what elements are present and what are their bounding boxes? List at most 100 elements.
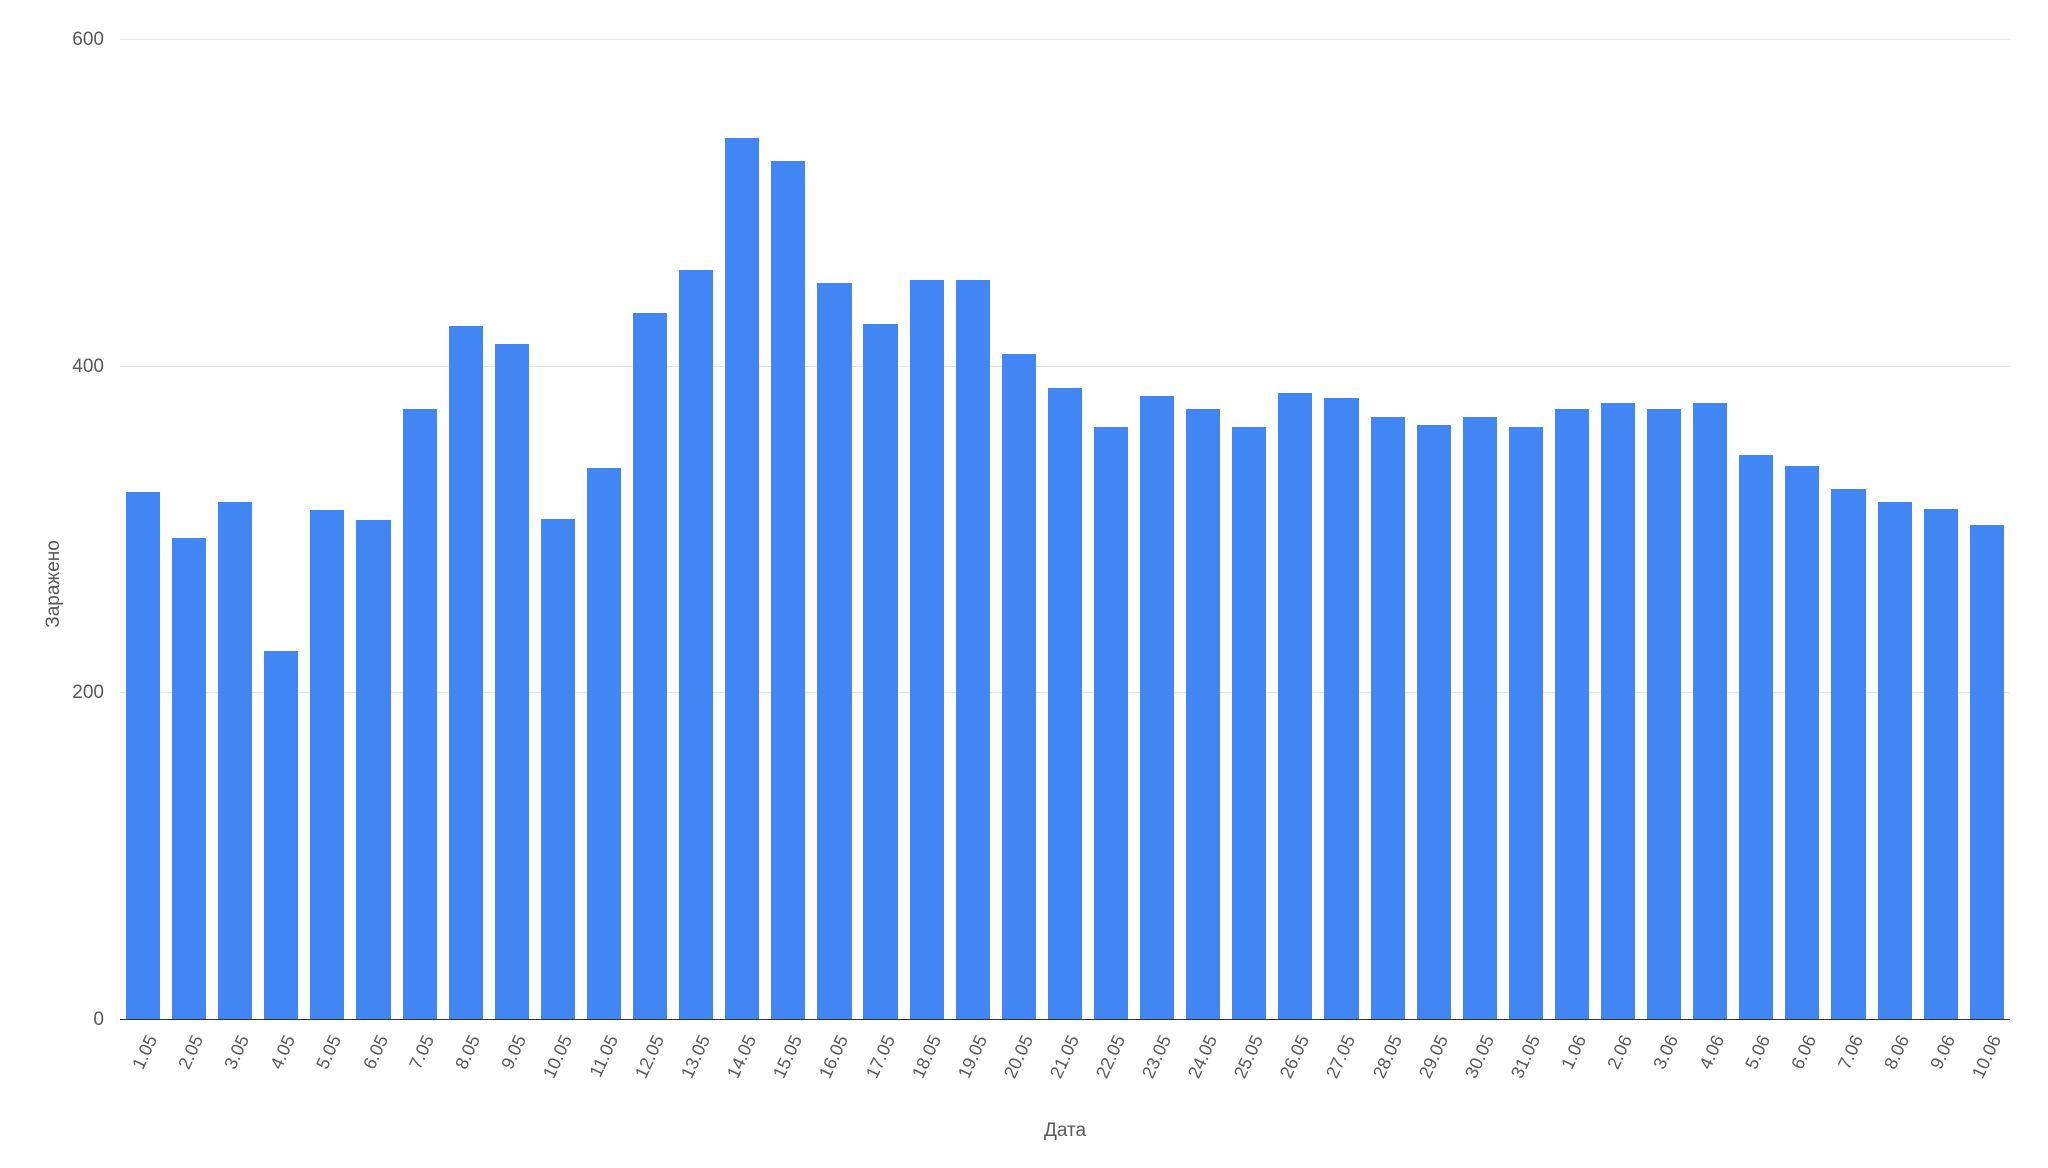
bar-slot [120, 40, 166, 1020]
x-tick-label: 12.05 [631, 1032, 669, 1082]
x-tick-label: 17.05 [862, 1032, 900, 1082]
x-tick-label: 28.05 [1369, 1032, 1407, 1082]
bar-slot [1779, 40, 1825, 1020]
bar [1555, 409, 1589, 1020]
x-tick-slot: 7.06 [1825, 1024, 1871, 1114]
x-tick-slot: 30.05 [1457, 1024, 1503, 1114]
bar [587, 468, 621, 1020]
bar-slot [765, 40, 811, 1020]
bar [310, 510, 344, 1020]
bar [1647, 409, 1681, 1020]
bar-slot [1411, 40, 1457, 1020]
bar-slot [258, 40, 304, 1020]
x-tick-slot: 4.05 [258, 1024, 304, 1114]
bar-slot [1272, 40, 1318, 1020]
x-tick-label: 4.05 [267, 1032, 301, 1073]
bar [771, 161, 805, 1020]
bar [1278, 393, 1312, 1020]
bar [956, 280, 990, 1020]
bar-slot [627, 40, 673, 1020]
x-tick-label: 9.05 [497, 1032, 531, 1073]
bars-container [120, 40, 2010, 1020]
x-tick-slot: 2.05 [166, 1024, 212, 1114]
bar-slot [1180, 40, 1226, 1020]
y-tick-label: 200 [72, 682, 104, 704]
x-tick-slot: 28.05 [1365, 1024, 1411, 1114]
bar [1970, 525, 2004, 1020]
x-tick-label: 20.05 [1000, 1032, 1038, 1082]
x-axis-label: Дата [120, 1120, 2010, 1142]
x-tick-slot: 8.06 [1872, 1024, 1918, 1114]
x-tick-slot: 29.05 [1411, 1024, 1457, 1114]
x-tick-label: 7.05 [405, 1032, 439, 1073]
x-tick-slot: 9.05 [489, 1024, 535, 1114]
plot-area [120, 40, 2010, 1020]
x-tick-slot: 5.06 [1733, 1024, 1779, 1114]
x-tick-slot: 26.05 [1272, 1024, 1318, 1114]
x-tick-slot: 7.05 [397, 1024, 443, 1114]
x-tick-slot: 15.05 [765, 1024, 811, 1114]
x-tick-label: 1.05 [128, 1032, 162, 1073]
bar [172, 538, 206, 1020]
bar-slot [1918, 40, 1964, 1020]
x-tick-slot: 2.06 [1595, 1024, 1641, 1114]
bar [1601, 403, 1635, 1020]
bar-slot [443, 40, 489, 1020]
bar [1232, 427, 1266, 1020]
x-tick-label: 29.05 [1415, 1032, 1453, 1082]
x-tick-slot: 20.05 [996, 1024, 1042, 1114]
x-tick-slot: 8.05 [443, 1024, 489, 1114]
bar-slot [304, 40, 350, 1020]
bar-slot [1595, 40, 1641, 1020]
bar [1048, 388, 1082, 1020]
x-tick-label: 1.06 [1557, 1032, 1591, 1073]
bar [218, 502, 252, 1020]
x-tick-slot: 27.05 [1318, 1024, 1364, 1114]
x-tick-slot: 10.05 [535, 1024, 581, 1114]
x-tick-label: 30.05 [1461, 1032, 1499, 1082]
bar-slot [1503, 40, 1549, 1020]
bar [1371, 417, 1405, 1020]
bar-slot [904, 40, 950, 1020]
bar-slot [1042, 40, 1088, 1020]
x-tick-slot: 4.06 [1687, 1024, 1733, 1114]
bar-slot [1457, 40, 1503, 1020]
x-tick-label: 22.05 [1092, 1032, 1130, 1082]
bar [1140, 396, 1174, 1020]
bar [1739, 455, 1773, 1020]
x-tick-slot: 6.06 [1779, 1024, 1825, 1114]
x-tick-label: 7.06 [1834, 1032, 1868, 1073]
x-tick-label: 3.05 [220, 1032, 254, 1073]
bar-slot [673, 40, 719, 1020]
x-tick-label: 31.05 [1507, 1032, 1545, 1082]
bar [633, 313, 667, 1020]
bar-slot [1318, 40, 1364, 1020]
x-tick-label: 13.05 [677, 1032, 715, 1082]
x-tick-slot: 31.05 [1503, 1024, 1549, 1114]
x-tick-label: 21.05 [1046, 1032, 1084, 1082]
x-tick-label: 6.05 [359, 1032, 393, 1073]
x-tick-slot: 24.05 [1180, 1024, 1226, 1114]
bar [1831, 489, 1865, 1020]
x-tick-slot: 11.05 [581, 1024, 627, 1114]
bar-slot [489, 40, 535, 1020]
x-tick-slot: 22.05 [1088, 1024, 1134, 1114]
bar-slot [166, 40, 212, 1020]
bar-slot [535, 40, 581, 1020]
x-tick-label: 10.06 [1968, 1032, 2006, 1082]
bar-slot [950, 40, 996, 1020]
x-tick-label: 18.05 [908, 1032, 946, 1082]
x-tick-label: 9.06 [1926, 1032, 1960, 1073]
bar-slot [1733, 40, 1779, 1020]
x-tick-slot: 25.05 [1226, 1024, 1272, 1114]
x-tick-label: 8.06 [1880, 1032, 1914, 1073]
bar [1785, 466, 1819, 1020]
x-tick-slot: 12.05 [627, 1024, 673, 1114]
x-tick-slot: 14.05 [719, 1024, 765, 1114]
x-tick-slot: 16.05 [811, 1024, 857, 1114]
bar [1417, 425, 1451, 1020]
bar-slot [212, 40, 258, 1020]
x-tick-slot: 19.05 [950, 1024, 996, 1114]
x-tick-label: 14.05 [723, 1032, 761, 1082]
x-tick-slot: 1.05 [120, 1024, 166, 1114]
